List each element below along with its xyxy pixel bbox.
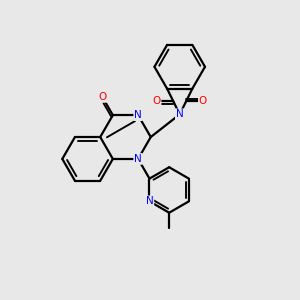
Text: N: N (134, 110, 142, 120)
Text: N: N (176, 109, 184, 119)
Text: O: O (98, 92, 106, 102)
Text: N: N (146, 196, 153, 206)
Text: O: O (199, 97, 207, 106)
Text: O: O (152, 97, 160, 106)
Text: N: N (134, 154, 142, 164)
